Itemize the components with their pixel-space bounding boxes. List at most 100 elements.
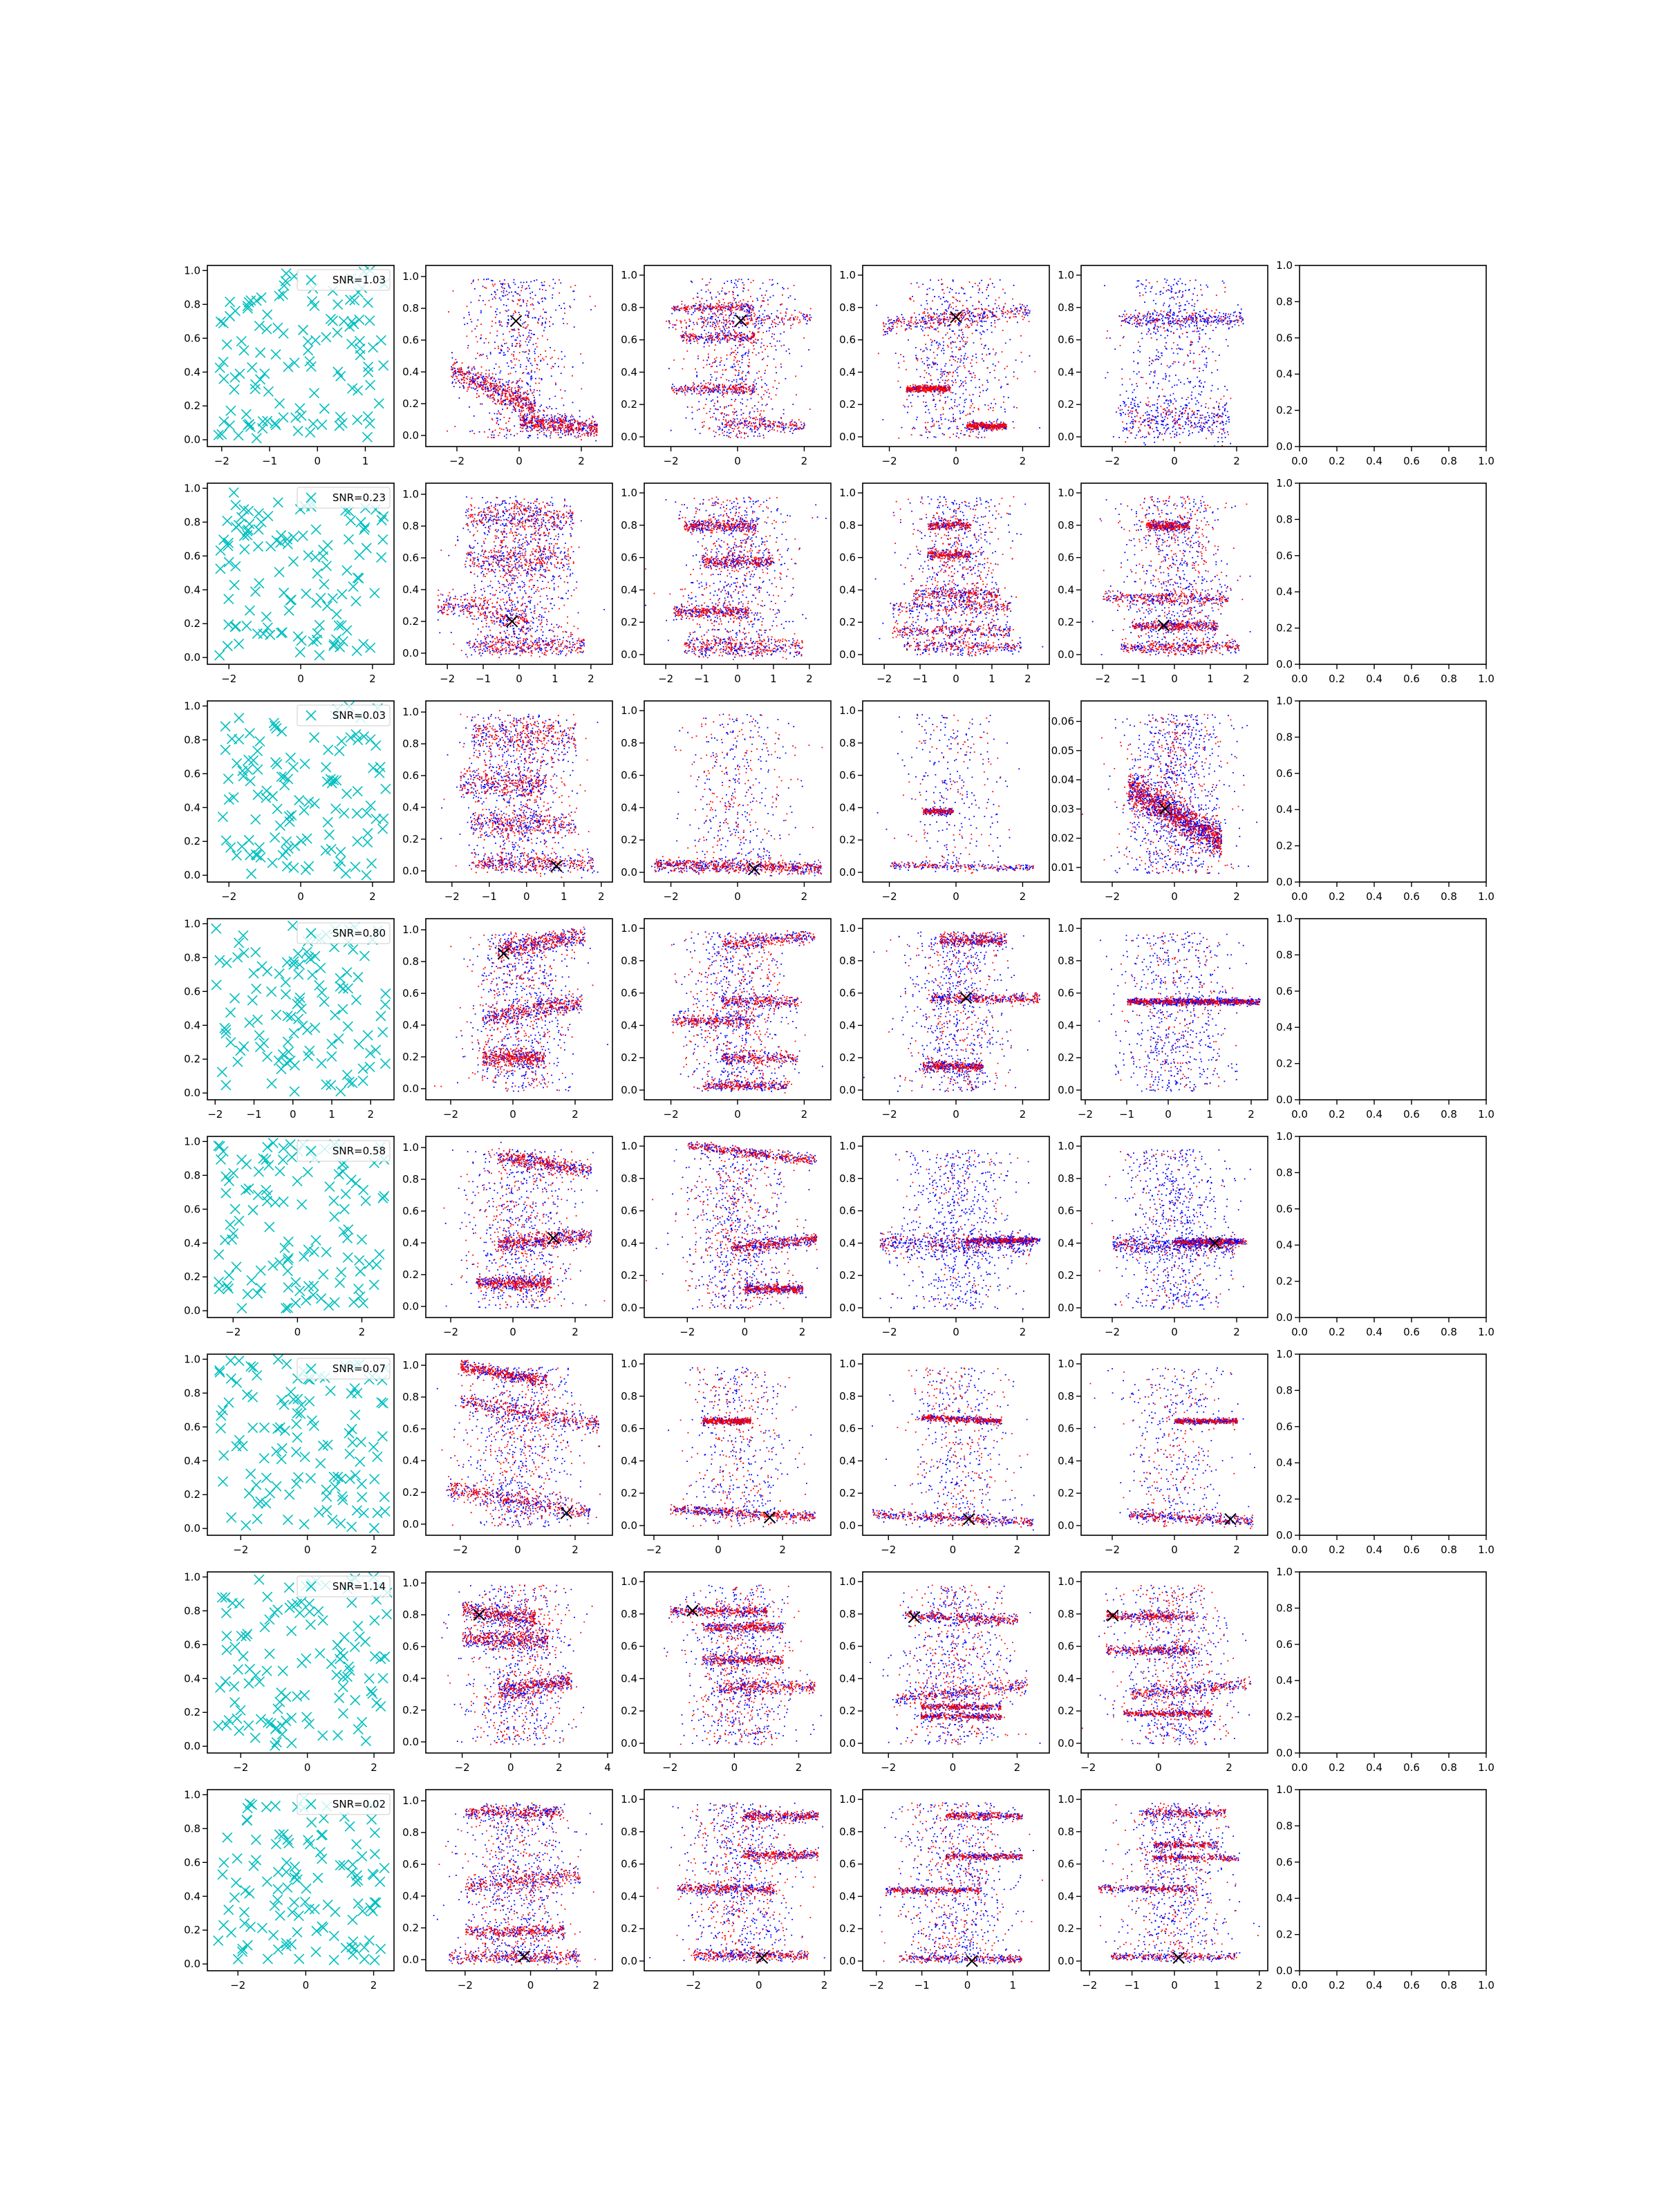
y-tick-label: 0.2	[839, 1269, 856, 1282]
x-tick-label: 2	[1020, 1326, 1027, 1338]
sample-x-marker	[317, 1853, 328, 1864]
sample-x-marker	[261, 1154, 272, 1165]
sample-x-marker	[350, 1470, 361, 1481]
y-tick-label: 1.0	[1058, 1793, 1074, 1806]
y-tick-label: 0.6	[839, 334, 856, 346]
panel-r5-c2: −2 0 2 0.0 0.2 0.4 0.6 0.8 1.0	[621, 1353, 832, 1556]
sample-x-marker	[259, 368, 270, 379]
y-tick-label: 0.8	[1276, 1384, 1293, 1396]
legend: SNR=0.58	[297, 1140, 391, 1162]
axes-frame	[862, 700, 1050, 883]
x-tick-label: 0	[523, 890, 530, 903]
x-tick-label: 0	[1171, 455, 1178, 467]
y-tick-label: 0.2	[621, 834, 637, 846]
data-layer	[213, 1792, 390, 1966]
panel-r6-c2: −2 0 2 0.0 0.2 0.4 0.6 0.8 1.0	[621, 1571, 832, 1774]
y-tick-label: 0.6	[184, 332, 200, 344]
sample-x-marker	[259, 1453, 270, 1464]
y-tick-label: 0.6	[621, 1640, 637, 1653]
y-tick-label: 0.8	[184, 733, 200, 746]
blue-points	[1104, 278, 1244, 447]
sample-x-marker	[255, 852, 266, 863]
sample-x-marker	[328, 775, 339, 786]
sample-x-marker	[280, 989, 292, 1000]
y-tick-label: 0.6	[621, 1205, 637, 1217]
sample-x-marker	[277, 289, 288, 300]
sample-x-marker	[355, 1266, 366, 1277]
sample-x-marker	[299, 1519, 310, 1530]
x-tick-label: −2	[881, 1544, 896, 1556]
sample-x-marker	[342, 1021, 353, 1032]
center-x-marker	[550, 860, 563, 872]
sample-x-marker	[263, 1717, 274, 1728]
sample-x-marker	[323, 744, 334, 756]
legend-label: SNR=0.07	[332, 1362, 386, 1375]
sample-x-marker	[242, 1803, 253, 1814]
x-tick-label: −2	[869, 1979, 884, 1991]
sample-x-marker	[380, 783, 391, 794]
center-x-marker	[1208, 1237, 1221, 1250]
sample-x-marker	[379, 1506, 391, 1517]
sample-x-marker	[247, 1362, 259, 1373]
panel-r3-c1: −2 0 2 0.0 0.2 0.4 0.6 0.8 1.0	[402, 918, 613, 1121]
axes-frame	[207, 265, 395, 447]
sample-x-marker	[290, 841, 301, 852]
sample-x-marker	[353, 735, 364, 746]
sample-x-marker	[312, 568, 323, 579]
sample-x-marker	[214, 362, 225, 373]
blue-points	[440, 713, 599, 879]
panel-r6-c0: −2 0 2 0.0 0.2 0.4 0.6 0.8 1.0 SNR=1.14	[184, 1571, 395, 1774]
axes-frame	[207, 1789, 395, 1971]
x-tick-label: 0	[297, 890, 304, 903]
x-tick-label: 0	[1171, 673, 1178, 685]
sample-x-marker	[258, 1153, 269, 1164]
data-layer	[879, 1802, 1043, 1967]
sample-x-marker	[378, 813, 389, 824]
sample-x-marker	[266, 1078, 277, 1089]
sample-x-marker	[236, 1946, 248, 1957]
y-tick-label: 0.4	[1276, 1456, 1293, 1469]
sample-x-marker	[288, 556, 299, 567]
sample-x-marker	[303, 1718, 315, 1730]
sample-x-marker	[255, 1496, 266, 1507]
x-tick-label: 1	[988, 673, 995, 685]
sample-x-marker	[216, 1067, 227, 1078]
x-tick-label: 2	[821, 1979, 828, 1991]
sample-x-marker	[277, 1049, 288, 1060]
sample-x-marker	[301, 1712, 312, 1723]
y-tick-label: 0.4	[1276, 803, 1293, 816]
sample-x-marker	[328, 1954, 339, 1966]
sample-x-marker	[259, 1422, 270, 1433]
x-tick-label: 0.4	[1366, 673, 1382, 685]
y-tick-label: 0.4	[184, 366, 200, 378]
sample-x-marker	[247, 1423, 259, 1434]
sample-x-marker	[283, 1046, 294, 1058]
data-layer	[440, 710, 599, 879]
sample-x-marker	[292, 631, 303, 642]
sample-x-marker	[281, 1058, 292, 1069]
y-tick-label: 0.4	[839, 1237, 856, 1249]
y-tick-label: 0.2	[1276, 1493, 1293, 1506]
sample-x-marker	[220, 721, 231, 732]
sample-x-marker	[254, 1574, 265, 1585]
sample-x-marker	[314, 980, 325, 991]
sample-x-marker	[344, 1076, 355, 1087]
x-tick-label: 0.4	[1366, 1108, 1382, 1121]
sample-x-marker	[317, 1441, 329, 1452]
y-tick-label: 0.2	[1276, 622, 1293, 635]
y-tick-label: 0.8	[621, 1826, 637, 1838]
y-tick-label: 1.0	[621, 704, 637, 717]
red-points	[445, 1584, 593, 1745]
sample-x-marker	[299, 1251, 310, 1262]
sample-x-marker	[261, 1498, 272, 1509]
red-points	[666, 1584, 816, 1745]
y-tick-label: 0.8	[621, 1172, 637, 1185]
x-tick-label: 0	[1155, 1761, 1162, 1774]
x-tick-label: 1	[362, 455, 369, 467]
y-tick-label: 0.8	[1276, 1819, 1293, 1832]
sample-x-marker	[336, 1266, 347, 1278]
y-tick-label: 0.8	[402, 738, 419, 750]
x-tick-label: 0.6	[1403, 1979, 1420, 1991]
sample-x-marker	[252, 745, 263, 757]
x-tick-label: 0.0	[1291, 1544, 1308, 1556]
